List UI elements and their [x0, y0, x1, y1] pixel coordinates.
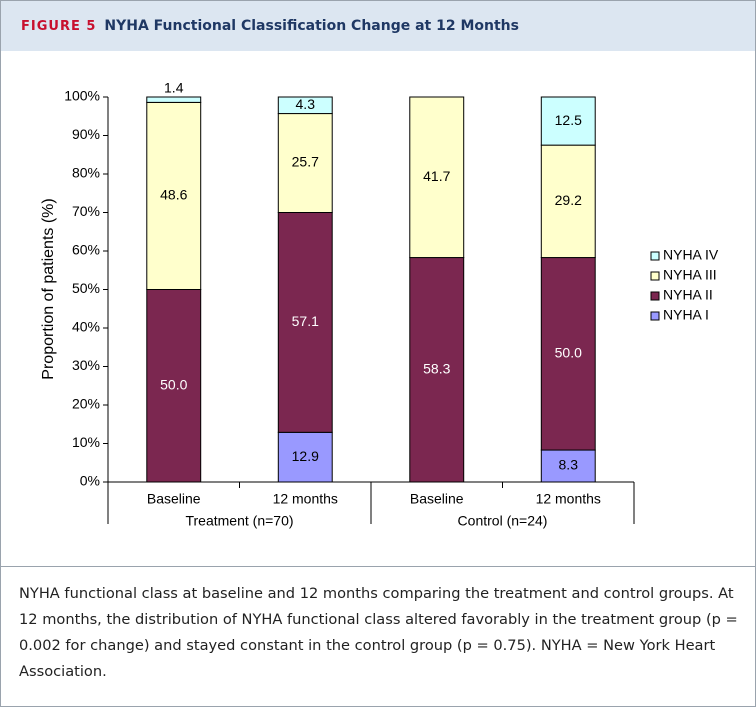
data-label: 50.0: [555, 344, 582, 360]
legend-label: NYHA IV: [663, 247, 719, 263]
data-label: 12.5: [555, 112, 582, 128]
bar-segment: [409, 257, 465, 483]
y-axis-label: Proportion of patients (%): [40, 198, 57, 379]
y-tick-label: 40%: [72, 319, 100, 335]
legend-label: NYHA I: [663, 307, 709, 323]
x-tick-label: 12 months: [273, 491, 338, 507]
chart: Proportion of patients (%) 0% 10% 20% 30% 40…: [40, 80, 719, 529]
y-tick-label: 60%: [72, 242, 100, 258]
y-tick-label: 70%: [72, 203, 100, 219]
legend-label: NYHA III: [663, 267, 717, 283]
data-label: 29.2: [555, 192, 582, 208]
data-label: 58.3: [423, 360, 450, 376]
figure-title: NYHA Functional Classification Change at…: [104, 18, 519, 34]
legend-swatch: [650, 251, 660, 261]
bar-segment: [540, 449, 596, 483]
bar-segment: [277, 212, 333, 433]
data-label: 57.1: [292, 313, 319, 329]
legend-swatch: [650, 311, 660, 321]
data-label: 4.3: [296, 96, 316, 112]
bar-segment: [146, 96, 202, 103]
x-tick-label: 12 months: [536, 491, 601, 507]
y-tick-label: 50%: [72, 280, 100, 296]
bar-segment: [540, 96, 596, 146]
data-label: 8.3: [559, 457, 579, 473]
bar-segment: [409, 96, 465, 259]
y-tick-label: 0%: [80, 473, 100, 489]
x-tick-label: Baseline: [410, 491, 464, 507]
data-label: 12.9: [292, 448, 319, 464]
figure-label: FIGURE 5: [21, 18, 97, 34]
group-label: Treatment (n=70): [185, 513, 293, 529]
figure-caption: NYHA functional class at baseline and 12…: [19, 585, 738, 680]
legend-swatch: [650, 291, 660, 301]
bar-segment: [540, 257, 596, 451]
group-label: Control (n=24): [458, 513, 548, 529]
separator: [1, 566, 755, 567]
data-label: 41.7: [423, 168, 450, 184]
y-tick-label: 80%: [72, 165, 100, 181]
bar-segment: [277, 113, 333, 213]
bar-segment: [540, 144, 596, 259]
y-tick-label: 20%: [72, 396, 100, 412]
legend-swatch: [650, 271, 660, 281]
x-tick-label: Baseline: [147, 491, 201, 507]
y-tick-label: 90%: [72, 126, 100, 142]
data-label: 50.0: [160, 376, 187, 392]
y-tick-label: 100%: [64, 88, 100, 104]
data-label: 48.6: [160, 187, 187, 203]
figure-header: FIGURE 5 NYHA Functional Classification …: [1, 1, 755, 51]
y-tick-label: 30%: [72, 357, 100, 373]
data-label: 1.4: [164, 80, 184, 96]
y-tick-label: 10%: [72, 434, 100, 450]
data-label: 25.7: [292, 154, 319, 170]
legend-label: NYHA II: [663, 287, 713, 303]
bar-segment: [277, 96, 333, 115]
